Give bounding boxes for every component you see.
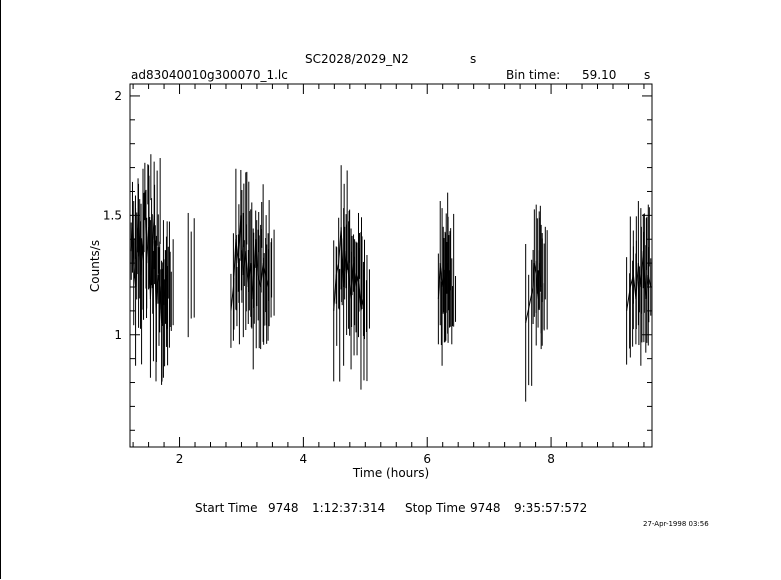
data-segment — [439, 263, 443, 288]
data-segment — [232, 239, 237, 288]
data-segment — [148, 227, 151, 299]
data-segment — [242, 251, 247, 276]
start-time-value: 1:12:37:314 — [312, 501, 386, 515]
data-segment — [159, 286, 163, 323]
data-segment — [357, 275, 362, 311]
data-segment — [343, 251, 347, 288]
y-axis-label: Counts/s — [88, 240, 102, 292]
data-segment — [140, 239, 144, 276]
data-segment — [149, 251, 153, 299]
y-tick-label: 1 — [114, 328, 122, 342]
data-segment — [340, 227, 345, 288]
timestamp: 27-Apr-1998 03:56 — [643, 520, 709, 528]
data-segment — [250, 263, 254, 299]
data-segment — [333, 275, 337, 311]
object-title-unit: s — [470, 52, 477, 66]
data-segment — [144, 191, 148, 264]
start-time-day: 9748 — [268, 501, 299, 515]
data-segment — [164, 274, 168, 288]
data-segment — [335, 263, 340, 276]
stop-time-value: 9:35:57:572 — [514, 501, 588, 515]
data-segment — [637, 263, 642, 288]
data-segment — [355, 274, 359, 288]
data-segment — [153, 215, 157, 311]
data-segment — [360, 298, 364, 311]
x-tick-label: 8 — [547, 452, 555, 466]
file-name: ad83040010g300070_1.lc — [131, 68, 288, 82]
data-segment — [350, 263, 355, 299]
data-segment — [247, 263, 252, 288]
data-segment — [131, 227, 135, 264]
data-segment — [538, 263, 542, 288]
y-axis-ticks: 11.52 — [103, 89, 652, 431]
x-tick-label: 2 — [176, 452, 184, 466]
data-segment — [338, 227, 342, 264]
data-marks — [130, 154, 652, 402]
data-segment — [235, 239, 239, 264]
data-segment — [532, 263, 535, 288]
data-segment — [260, 263, 264, 288]
data-segment — [447, 263, 451, 299]
data-segment — [345, 251, 350, 276]
data-segment — [626, 286, 631, 311]
data-segment — [632, 275, 637, 299]
x-tick-label: 6 — [423, 452, 431, 466]
x-axis-label: Time (hours) — [352, 466, 429, 480]
data-segment — [255, 239, 259, 276]
data-segment — [348, 275, 352, 299]
x-tick-label: 4 — [300, 452, 308, 466]
data-segment — [642, 251, 647, 299]
data-segment — [533, 263, 537, 276]
data-segment — [155, 275, 159, 311]
data-segment — [635, 263, 639, 299]
y-tick-label: 2 — [114, 89, 122, 103]
stop-time-day: 9748 — [470, 501, 501, 515]
data-segment — [162, 286, 166, 300]
y-tick-label: 1.5 — [103, 208, 122, 222]
data-segment — [445, 263, 449, 288]
data-segment — [257, 274, 262, 288]
bin-time-label: Bin time: — [506, 68, 561, 82]
data-segment — [245, 251, 249, 288]
data-segment — [629, 274, 634, 288]
data-segment — [640, 251, 644, 288]
data-segment — [265, 274, 269, 288]
data-segment — [230, 286, 234, 311]
data-segment — [353, 263, 357, 288]
data-segment — [441, 274, 445, 288]
plot-area — [129, 83, 653, 448]
data-segment — [647, 274, 652, 288]
data-segment — [240, 215, 244, 276]
data-segment — [525, 286, 534, 323]
bin-time-unit: s — [644, 68, 651, 82]
start-time-label: Start Time — [195, 501, 258, 515]
stop-time-label: Stop Time — [405, 501, 466, 515]
data-segment — [437, 263, 441, 299]
data-segment — [161, 298, 164, 323]
object-title: SC2028/2029_N2 — [305, 52, 409, 66]
data-segment — [137, 215, 142, 276]
data-segment — [537, 263, 540, 299]
data-segment — [157, 274, 161, 288]
data-segment — [142, 191, 146, 240]
data-segment — [252, 239, 257, 299]
bin-time-value: 59.10 — [582, 68, 617, 82]
data-segment — [262, 263, 267, 276]
data-segment — [135, 215, 139, 288]
data-segment — [645, 275, 649, 299]
data-segment — [237, 215, 242, 264]
x-axis-ticks: 2 4 6 8 — [132, 84, 645, 466]
